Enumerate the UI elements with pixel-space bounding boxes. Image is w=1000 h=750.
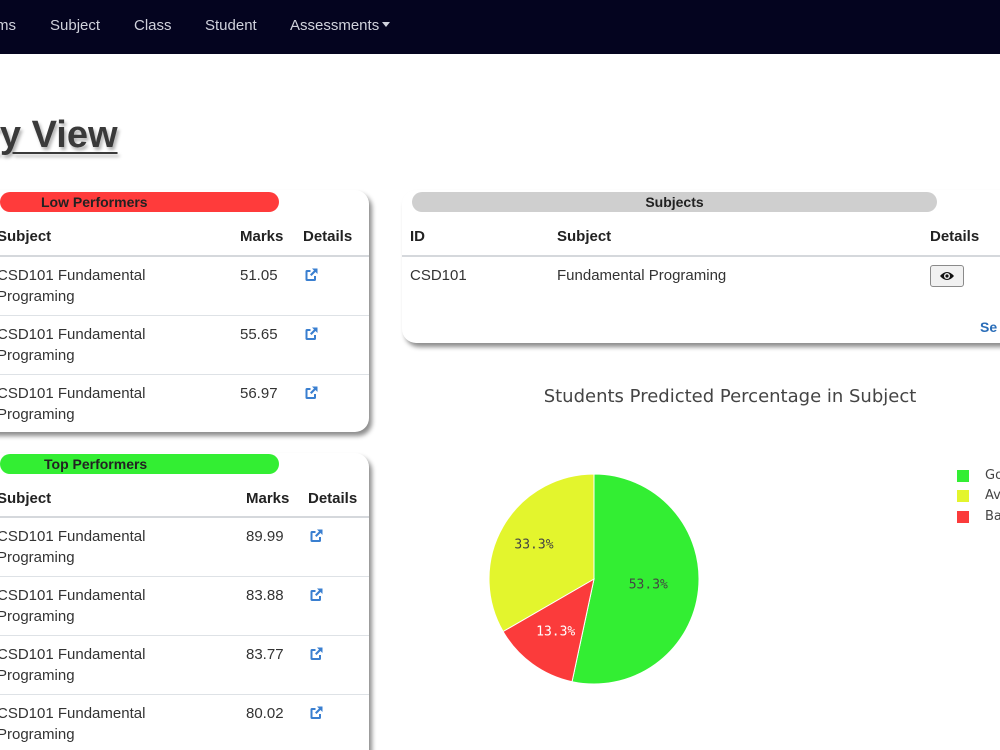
chart-title: Students Predicted Percentage in Subject [543,386,917,407]
low-performers-title: Low Performers [41,194,148,210]
row-id: CSD101 [410,267,467,284]
pie-chart-svg: 53.3% 13.3% 33.3% [488,473,700,685]
column-header-id: ID [410,228,425,245]
row-subject: Fundamental Programing [557,267,727,284]
row-marks: 51.05 [240,267,278,284]
row-divider [0,635,369,636]
column-header-subject: Subject [557,228,612,245]
row-marks: 80.02 [246,705,284,722]
see-more-link[interactable]: Se [980,319,998,335]
row-subject: CSD101 Fundamental Programing [0,385,146,423]
row-marks: 83.88 [246,587,284,604]
header-divider [0,516,369,518]
column-header-details: Details [303,228,353,245]
header-divider [402,255,1000,257]
row-marks: 89.99 [246,528,284,545]
row-divider [0,576,369,577]
top-navbar: ms Subject Class Student Assessments [0,0,1000,54]
legend-swatch [957,470,969,482]
subjects-title: Subjects [645,194,704,210]
pie-slice-go[interactable] [571,473,700,685]
column-header-details: Details [930,228,980,245]
row-subject: CSD101 Fundamental Programing [0,587,146,625]
top-performers-card: Top Performers Subject Marks Details CSD… [0,453,369,750]
column-header-marks: Marks [240,228,284,245]
pie-slice-av[interactable] [488,473,595,633]
low-performers-header: Low Performers [0,192,279,212]
row-divider [0,374,369,375]
subjects-card: Subjects ID Subject Details CSD101 Funda… [402,190,1000,343]
row-subject: CSD101 Fundamental Programing [0,267,146,305]
eye-icon [940,272,954,280]
pie-slice-ba[interactable] [502,578,595,683]
row-marks: 83.77 [246,646,284,663]
nav-item-assessments-label: Assessments [290,17,380,34]
column-header-subject: Subject [0,228,52,245]
column-header-subject: Subject [0,490,52,507]
external-link-icon[interactable] [303,326,319,342]
pie-data-label: 13.3% [536,625,575,640]
row-divider [0,315,369,316]
nav-item-class[interactable]: Class [134,17,172,34]
external-link-icon[interactable] [303,267,319,283]
low-performers-card: Low Performers Subject Marks Details CSD… [0,190,369,432]
page-title: ary View [0,114,118,156]
row-subject: CSD101 Fundamental Programing [0,646,146,684]
nav-item-subject[interactable]: Subject [50,17,101,34]
row-subject: CSD101 Fundamental Programing [0,705,146,743]
external-link-icon[interactable] [308,528,324,544]
nav-item-exams[interactable]: ms [0,17,16,34]
legend-label: Go [985,468,1000,483]
subjects-header: Subjects [412,192,937,212]
legend-label: Av [985,488,1000,503]
external-link-icon[interactable] [308,587,324,603]
prediction-pie-chart: Students Predicted Percentage in Subject… [402,360,1000,750]
legend-label: Ba [985,509,1000,524]
row-marks: 55.65 [240,326,278,343]
external-link-icon[interactable] [308,646,324,662]
caret-down-icon [382,22,391,27]
view-details-button[interactable] [930,265,964,287]
nav-item-assessments-dropdown[interactable]: Assessments [290,17,391,35]
row-subject: CSD101 Fundamental Programing [0,528,146,566]
column-header-marks: Marks [246,490,290,507]
nav-item-student[interactable]: Student [205,17,257,34]
pie-data-label: 33.3% [514,537,553,552]
row-subject: CSD101 Fundamental Programing [0,326,146,364]
top-performers-title: Top Performers [44,456,148,472]
row-marks: 56.97 [240,385,278,402]
pie-data-label: 53.3% [629,578,668,593]
legend-swatch [957,511,969,523]
top-performers-header: Top Performers [0,454,279,474]
column-header-details: Details [308,490,358,507]
external-link-icon[interactable] [303,385,319,401]
external-link-icon[interactable] [308,705,324,721]
row-divider [0,694,369,695]
legend-swatch [957,490,969,502]
header-divider [0,255,369,257]
